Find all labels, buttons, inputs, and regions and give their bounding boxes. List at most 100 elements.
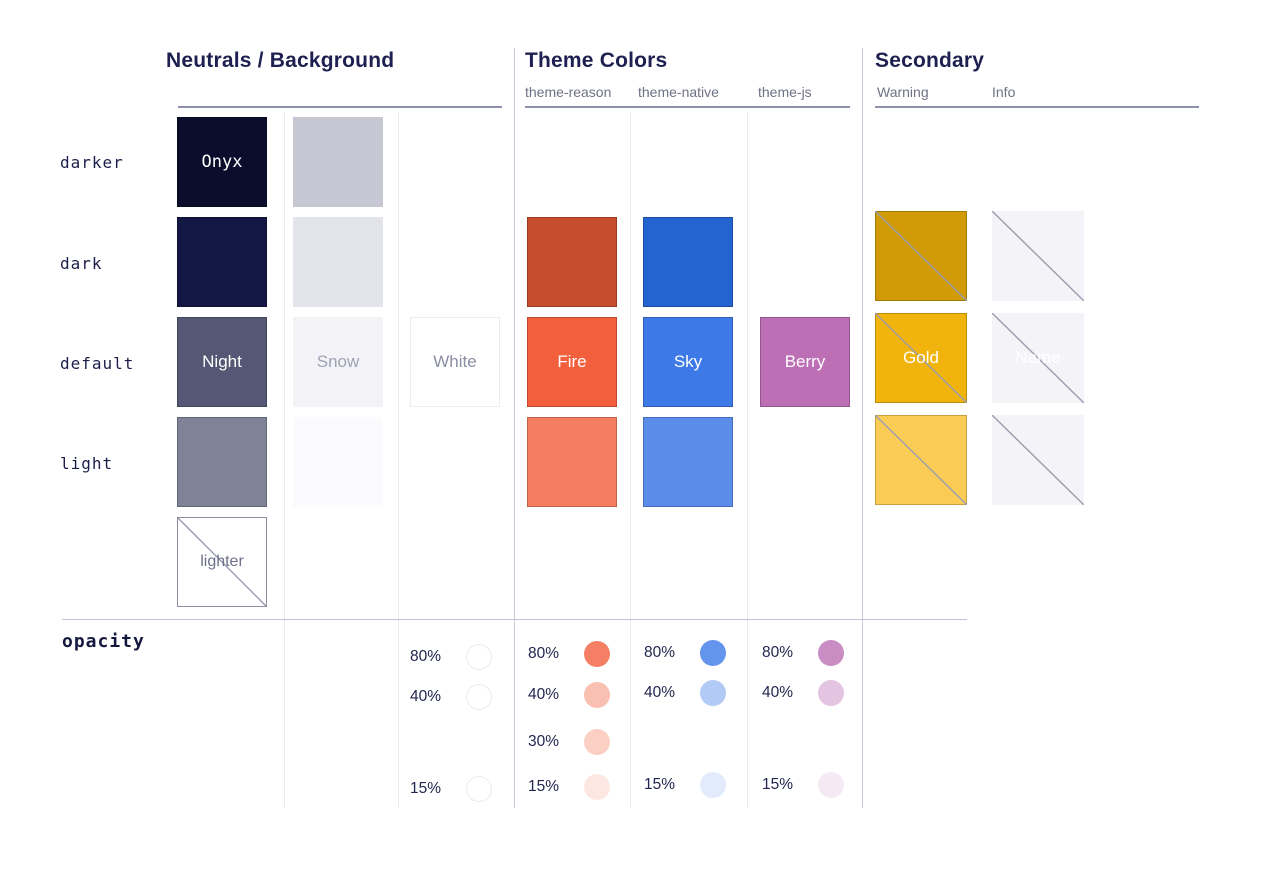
swatch-neutral-light [177,417,267,507]
opacity-percent-label: 80% [528,645,560,662]
grid-bottom-rule [62,619,967,620]
opacity-item-fire-15: 15% [528,774,610,800]
column-separator [630,112,631,808]
swatch-info-default: Name [992,313,1084,403]
diagonal-strike-icon [992,211,1084,301]
opacity-dot [700,640,726,666]
opacity-item-sky-15: 15% [644,772,726,798]
opacity-percent-label: 40% [644,684,676,701]
section-underline-neutrals [178,106,502,108]
opacity-title: opacity [62,631,145,652]
section-underline-theme [525,106,850,108]
diagonal-strike-icon [875,313,967,403]
swatch-label: White [433,352,477,371]
swatch-fire-dark [527,217,617,307]
column-label-info: Info [992,84,1016,100]
diagonal-strike-icon [875,211,967,301]
section-divider [862,48,863,808]
swatch-gold: Gold [875,313,967,403]
swatch-label: Berry [784,352,826,371]
column-separator [747,112,748,808]
opacity-percent-label: 80% [644,644,676,661]
swatch-gray-light [293,417,383,507]
opacity-dot [466,684,492,710]
opacity-percent-label: 40% [410,688,442,705]
swatch-white: White [410,317,500,407]
swatch-sky-light [643,417,733,507]
column-label-theme-native: theme-native [638,84,719,100]
opacity-dot [584,641,610,667]
swatch-label: Fire [557,352,587,371]
opacity-item-berry-15: 15% [762,772,844,798]
opacity-item-berry-40: 40% [762,680,844,706]
opacity-item-white-15: 15% [410,776,492,802]
opacity-percent-label: 15% [528,778,560,795]
swatch-gold-dark [875,211,967,301]
opacity-item-fire-80: 80% [528,641,610,667]
opacity-percent-label: 15% [410,780,442,797]
opacity-percent-label: 80% [410,648,442,665]
swatch-snow: Snow [293,317,383,407]
opacity-item-sky-40: 40% [644,680,726,706]
diagonal-strike-icon [992,415,1084,505]
opacity-dot [584,729,610,755]
section-divider [514,48,515,808]
opacity-dot [700,680,726,706]
opacity-percent-label: 15% [762,776,794,793]
column-label-theme-reason: theme-reason [525,84,612,100]
swatch-label: Sky [673,352,703,371]
opacity-percent-label: 40% [762,684,794,701]
diagonal-strike-icon [992,313,1084,403]
opacity-dot [700,772,726,798]
swatch-gold-light [875,415,967,505]
row-label-light: light [60,454,114,473]
secondary-title: Secondary [875,49,985,72]
swatch-night: Night [177,317,267,407]
row-label-darker: darker [60,153,124,172]
row-label-default: default [60,354,135,373]
opacity-dot [584,682,610,708]
opacity-dot [818,680,844,706]
column-separator [398,112,399,808]
swatch-label: Snow [316,352,360,371]
swatch-lighter: lighter [177,517,267,607]
swatch-label: Gold [903,348,939,367]
opacity-item-fire-40: 40% [528,682,610,708]
swatch-fire-light [527,417,617,507]
swatch-label: Onyx [201,152,243,172]
neutrals-title: Neutrals / Background [166,49,395,72]
opacity-item-white-80: 80% [410,644,492,670]
swatch-info-light [992,415,1084,505]
swatch-label: lighter [200,553,244,570]
swatch-gray-darker [293,117,383,207]
swatch-berry: Berry [760,317,850,407]
swatch-label: Night [202,352,242,371]
opacity-dot [818,772,844,798]
opacity-percent-label: 40% [528,686,560,703]
diagonal-strike-icon [178,518,266,606]
opacity-percent-label: 80% [762,644,794,661]
opacity-percent-label: 15% [644,776,676,793]
swatch-neutral-dark [177,217,267,307]
opacity-item-fire-30: 30% [528,729,610,755]
opacity-item-berry-80: 80% [762,640,844,666]
opacity-item-sky-80: 80% [644,640,726,666]
swatch-sky: Sky [643,317,733,407]
opacity-item-white-40: 40% [410,684,492,710]
swatch-onyx: Onyx [177,117,267,207]
swatch-sky-dark [643,217,733,307]
swatch-gray-dark [293,217,383,307]
section-underline-secondary [875,106,1199,108]
swatch-info-dark [992,211,1084,301]
diagonal-strike-icon [875,415,967,505]
opacity-dot [466,644,492,670]
row-label-dark: dark [60,254,103,273]
opacity-percent-label: 30% [528,733,560,750]
theme-title: Theme Colors [525,49,668,72]
opacity-dot [466,776,492,802]
swatch-label: Name [1015,348,1061,367]
opacity-dot [584,774,610,800]
column-label-theme-js: theme-js [758,84,812,100]
opacity-dot [818,640,844,666]
